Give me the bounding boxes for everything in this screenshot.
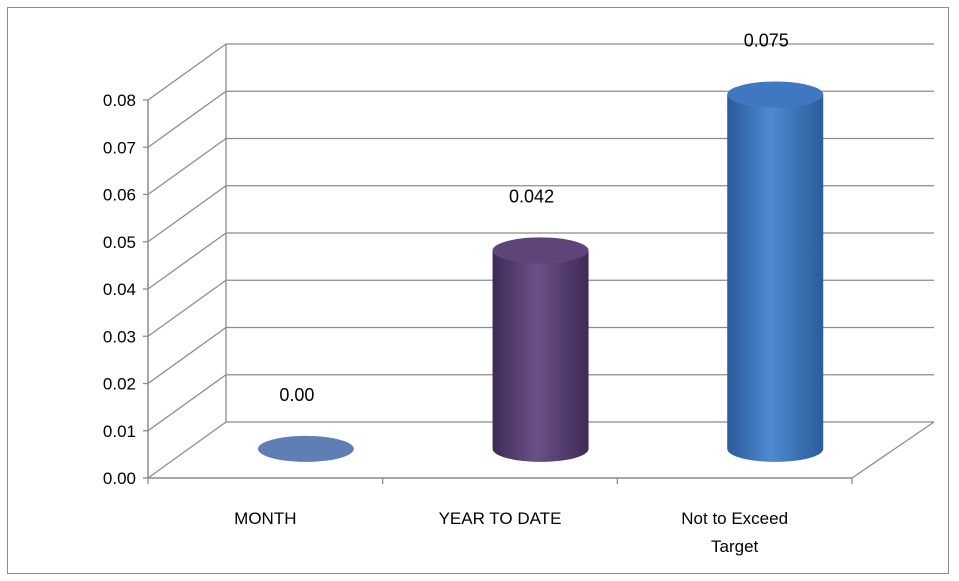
gridline-side xyxy=(147,279,227,337)
gridline-side xyxy=(147,326,227,385)
y-tick-label: 0.02 xyxy=(103,375,136,394)
data-label: 0.00 xyxy=(279,385,314,405)
cylinder-bar xyxy=(257,435,354,462)
cylinder-body xyxy=(492,250,589,462)
x-category-label: Not to Exceed xyxy=(681,509,788,528)
cylinder-body xyxy=(727,94,824,462)
x-category-label: YEAR TO DATE xyxy=(439,509,562,528)
cylinder-bar xyxy=(727,81,824,462)
floor-edge xyxy=(851,421,935,479)
gridline-side xyxy=(147,137,227,196)
y-tick-label: 0.07 xyxy=(103,138,136,157)
data-label: 0.075 xyxy=(744,31,789,51)
gridline-side xyxy=(147,43,227,101)
y-tick-label: 0.05 xyxy=(103,233,136,252)
y-tick-label: 0.06 xyxy=(103,186,136,205)
y-tick-label: 0.04 xyxy=(103,280,136,299)
data-label: 0.042 xyxy=(509,186,554,206)
gridline-side xyxy=(147,90,227,148)
x-category-label: Target xyxy=(711,537,759,556)
x-category-label: MONTH xyxy=(234,509,296,528)
y-tick-label: 0.01 xyxy=(103,422,136,441)
gridline-side xyxy=(147,421,227,479)
gridline-side xyxy=(147,185,227,243)
cylinder-top xyxy=(257,435,354,462)
y-tick-label: 0.08 xyxy=(103,91,136,110)
y-tick-label: 0.00 xyxy=(103,469,136,488)
cylinder-top xyxy=(492,237,589,264)
y-tick-label: 0.03 xyxy=(103,327,136,346)
gridline-side xyxy=(147,232,227,290)
cylinder-bar xyxy=(492,237,589,462)
cylinder-top xyxy=(727,81,824,108)
gridline-side xyxy=(147,374,227,432)
